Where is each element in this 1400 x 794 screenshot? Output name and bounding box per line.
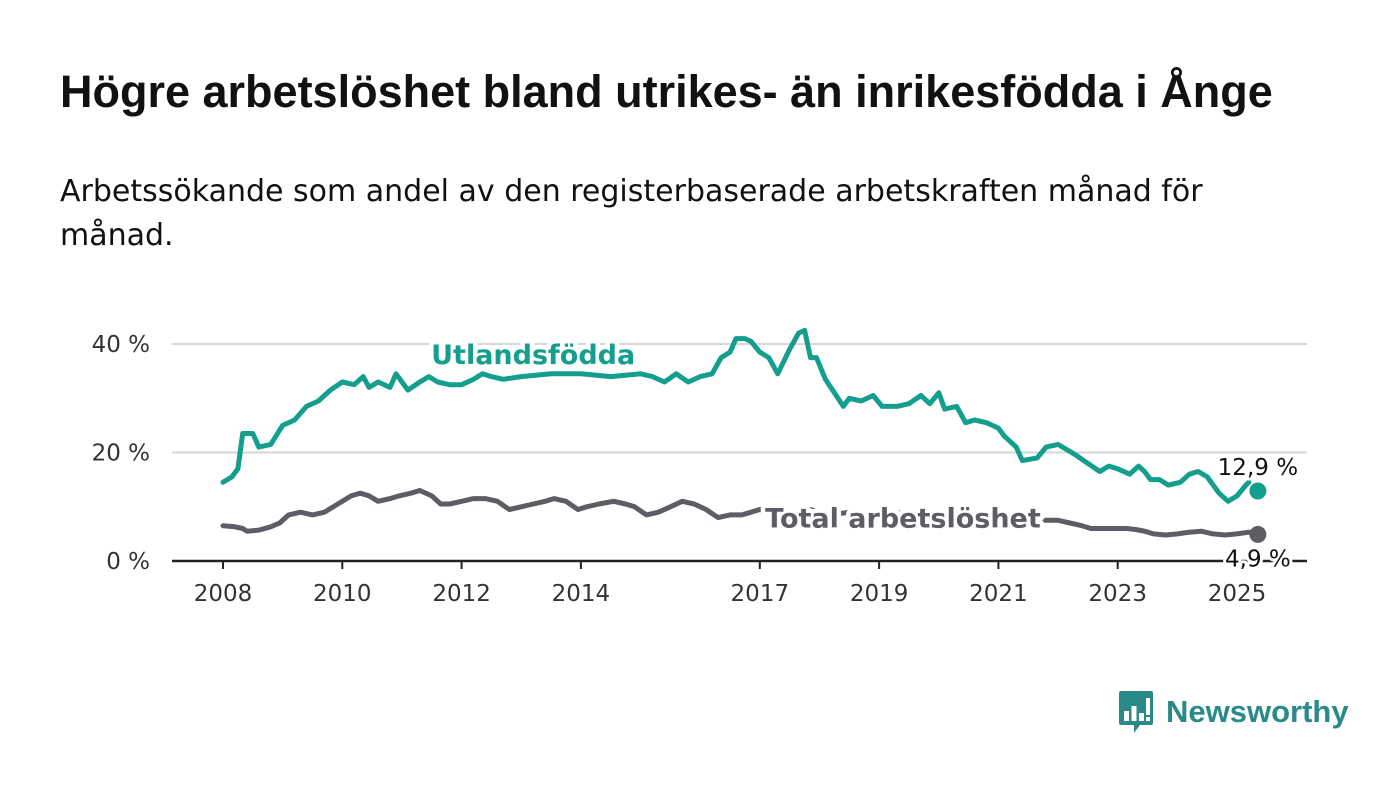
y-tick-label: 20 % — [92, 441, 150, 467]
x-tick-label: 2014 — [552, 581, 611, 607]
brand-logo: Newsworthy — [1118, 689, 1349, 735]
y-tick-label: 0 % — [106, 549, 150, 575]
x-tick-label: 2017 — [731, 581, 790, 607]
chart-subtitle: Arbetssökande som andel av den registerb… — [60, 174, 1203, 253]
x-tick-label: 2012 — [432, 581, 491, 607]
end-value-label: 12,9 % — [1218, 455, 1298, 481]
y-tick-label: 40 % — [92, 332, 150, 358]
series-lines — [220, 327, 1261, 538]
end-point-dot — [1249, 482, 1267, 500]
x-tick-label: 2019 — [850, 581, 909, 607]
x-tick-label: 2010 — [313, 581, 372, 607]
x-tick-label: 2023 — [1088, 581, 1147, 607]
brand-name: Newsworthy — [1166, 694, 1349, 729]
end-value-label: 4,9 % — [1225, 546, 1291, 572]
end-point-dot — [1249, 525, 1267, 543]
series-line-total — [220, 488, 1261, 538]
bar-chart-speech-bubble-icon — [1119, 691, 1153, 733]
x-tick-label: 2021 — [969, 581, 1028, 607]
series-line-utlandsfodda — [220, 327, 1252, 504]
x-tick-label: 2025 — [1208, 581, 1267, 607]
x-tick-label: 2008 — [194, 581, 253, 607]
grid — [172, 343, 1307, 454]
series-label-total: Total arbetslöshet — [765, 503, 1041, 534]
series-labels: Utlandsfödda Total arbetslöshet 12,9 % 4,9 … — [427, 336, 1301, 576]
axes: 0 % 20 % 40 % 2008 2010 2012 2014 2017 2019 2021 2… — [92, 332, 1307, 607]
chart-title: Högre arbetslöshet bland utrikes- än inr… — [60, 66, 1273, 117]
series-label-utlandsfodda: Utlandsfödda — [431, 340, 635, 371]
